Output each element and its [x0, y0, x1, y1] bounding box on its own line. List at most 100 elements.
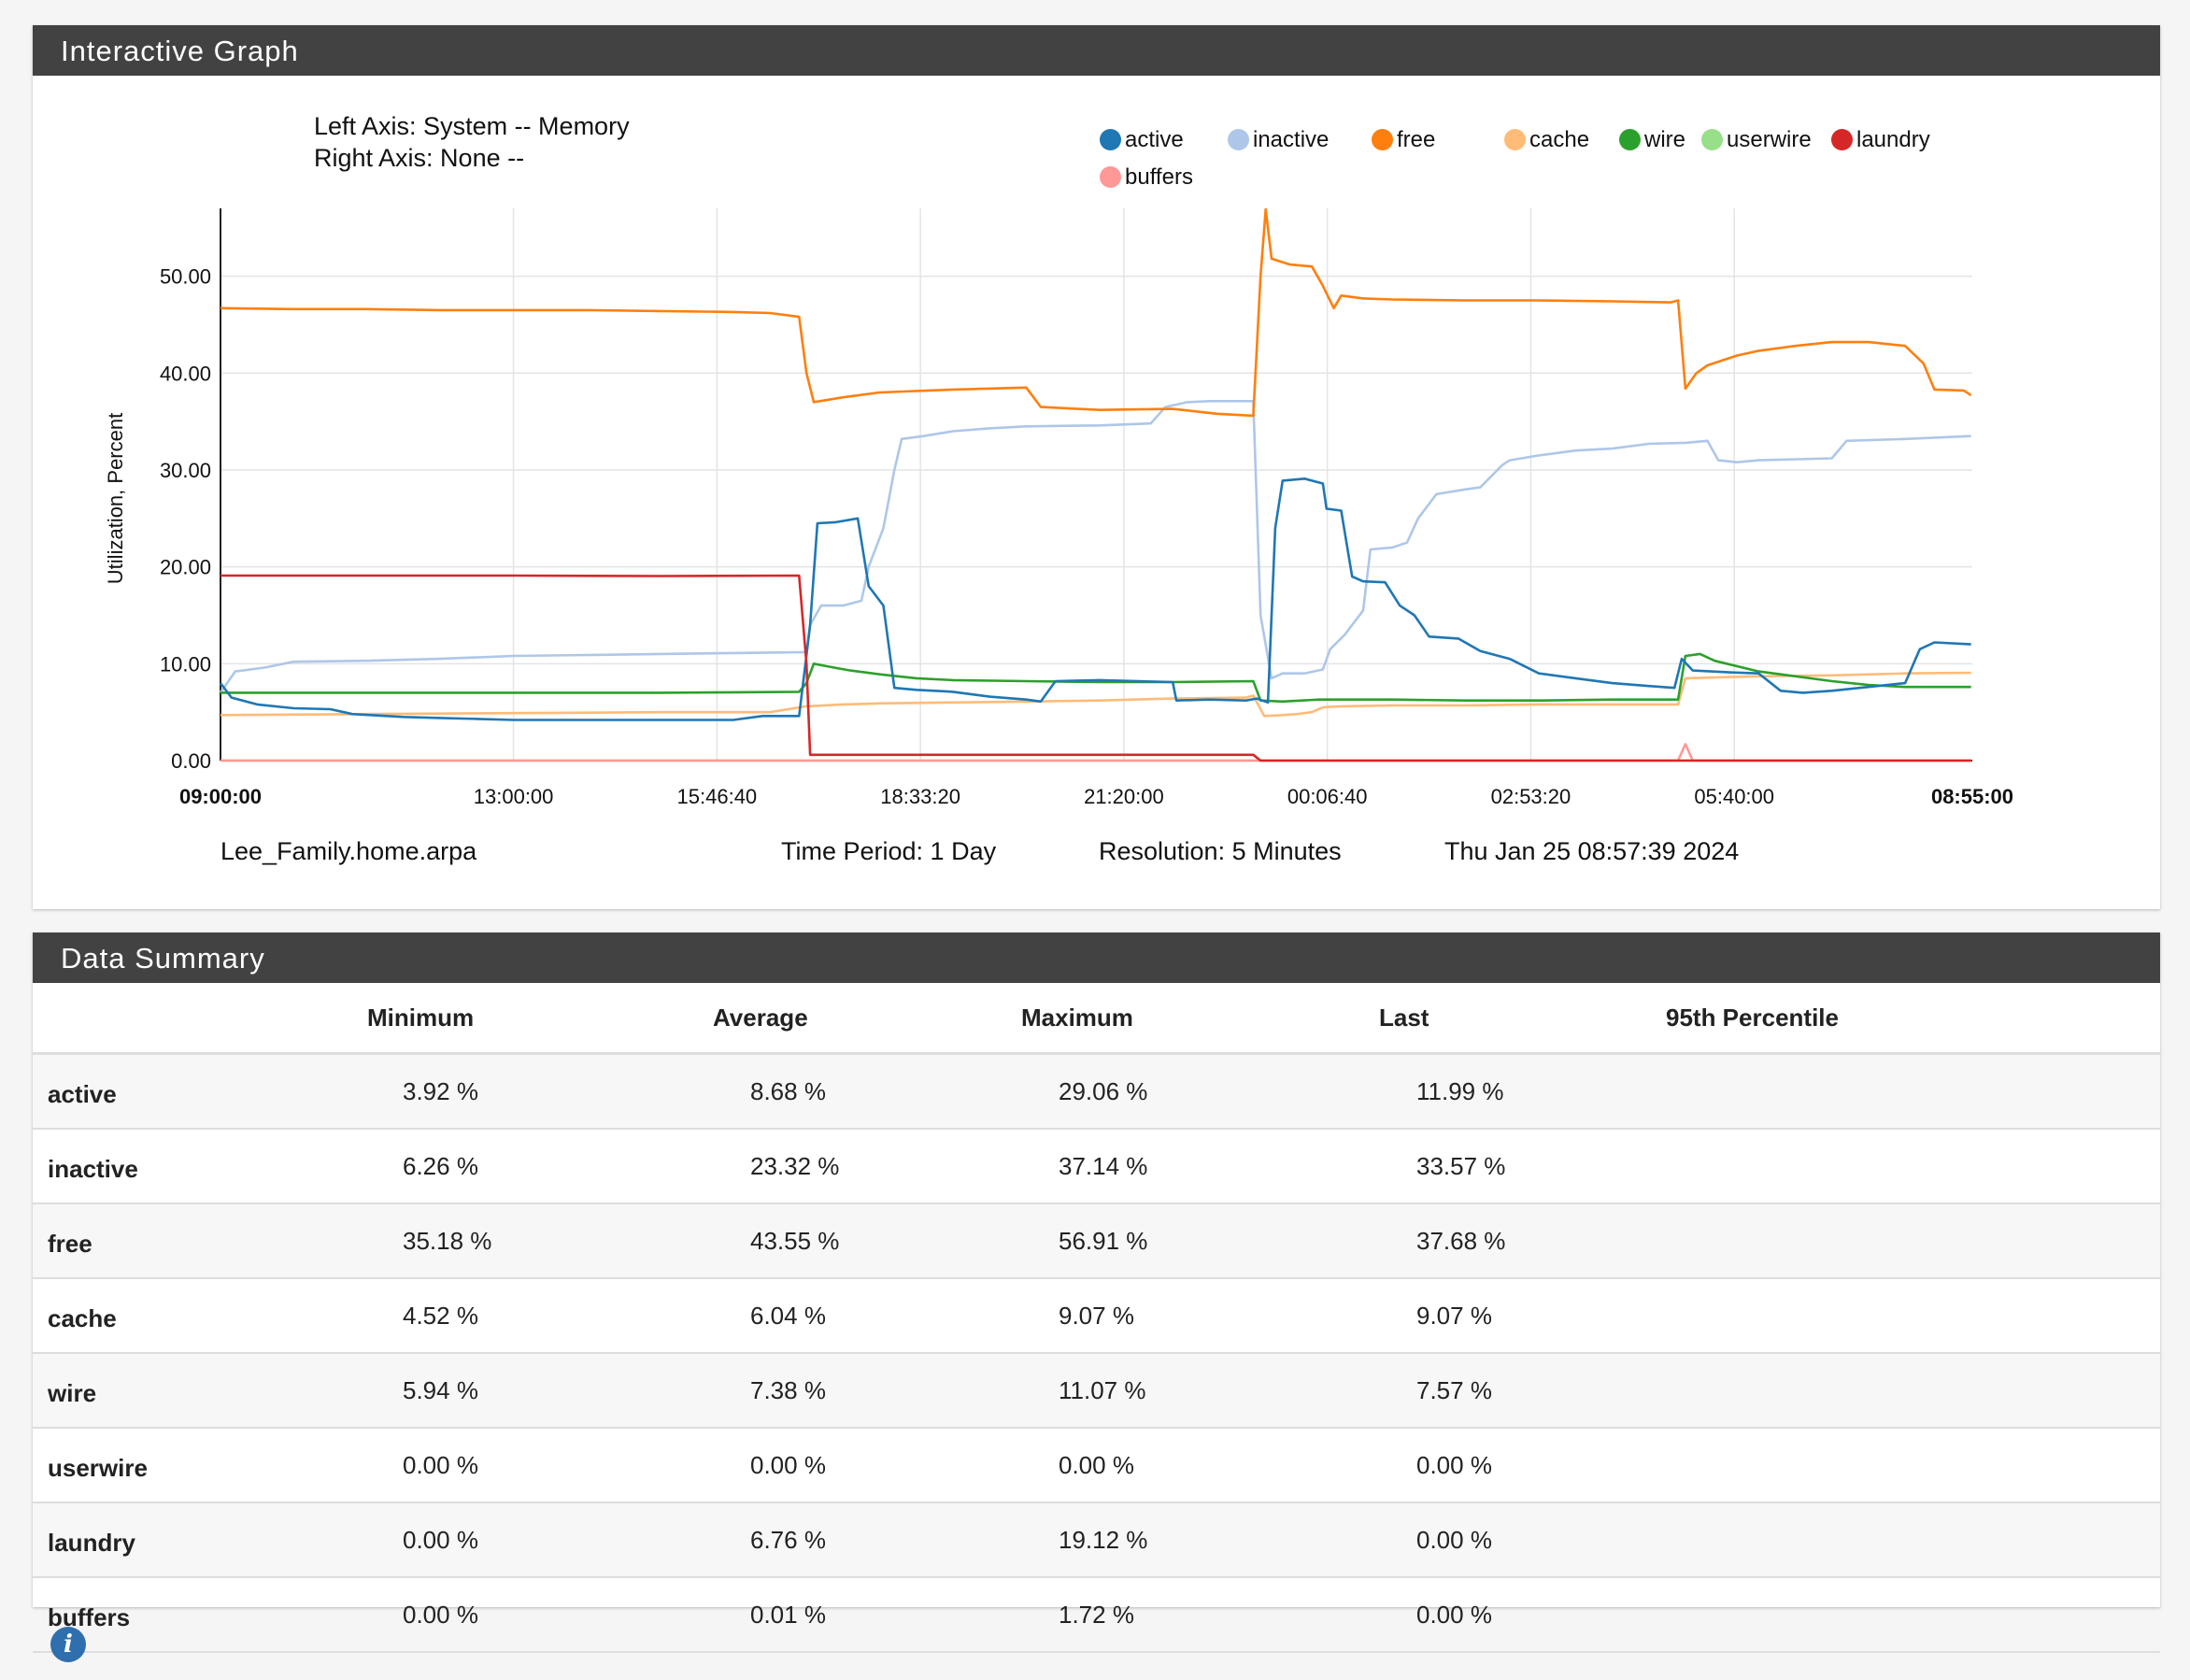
legend-item-free[interactable]: free	[1372, 127, 1435, 153]
series-line-cache	[220, 671, 1971, 718]
legend-swatch	[1228, 129, 1249, 150]
header-last: Last	[1379, 983, 1666, 1055]
resolution: Resolution: 5 Minutes	[1099, 837, 1342, 865]
cell-min: 0.00 %	[367, 1428, 713, 1503]
y-axis-title: Utilization, Percent	[104, 413, 127, 584]
left-axis-label: Left Axis: System -- Memory	[314, 112, 630, 140]
header-minimum: Minimum	[367, 983, 713, 1055]
axis-info: Left Axis: System -- Memory Right Axis: …	[314, 110, 630, 174]
legend-label: cache	[1529, 127, 1590, 152]
legend-label: userwire	[1727, 127, 1812, 152]
cell-p95	[1666, 1577, 2160, 1653]
cell-last: 9.07 %	[1379, 1278, 1666, 1354]
y-tick-label: 0.00	[171, 749, 211, 773]
cell-max: 9.07 %	[1021, 1278, 1379, 1354]
legend-item-laundry[interactable]: laundry	[1831, 127, 1930, 153]
cell-last: 11.99 %	[1379, 1053, 1666, 1130]
cell-avg: 23.32 %	[713, 1129, 1021, 1204]
legend-label: buffers	[1125, 164, 1193, 190]
cell-min: 3.92 %	[367, 1053, 713, 1130]
cell-last: 0.00 %	[1379, 1428, 1666, 1503]
cell-p95	[1666, 1428, 2160, 1503]
table-row: inactive 6.26 % 23.32 % 37.14 % 33.57 %	[33, 1129, 2160, 1204]
memory-line-chart: 0.00 10.00 20.00 30.00 40.00 50.00 09:00:00 13:…	[104, 207, 2013, 808]
legend-item-buffers[interactable]: buffers	[1100, 164, 1193, 191]
table-row: buffers 0.00 % 0.01 % 1.72 % 0.00 %	[33, 1577, 2160, 1653]
cell-avg: 6.76 %	[713, 1502, 1021, 1578]
cell-avg: 43.55 %	[713, 1203, 1021, 1279]
summary-table: Minimum Average Maximum Last 95th Percen…	[33, 983, 2160, 1653]
legend-item-active[interactable]: active	[1100, 127, 1184, 153]
cell-max: 37.14 %	[1021, 1129, 1379, 1204]
host-name: Lee_Family.home.arpa	[220, 837, 477, 865]
legend-swatch	[1100, 129, 1121, 150]
row-label: buffers	[33, 1577, 367, 1653]
row-label: inactive	[33, 1129, 367, 1204]
legend-swatch	[1372, 129, 1393, 150]
cell-last: 37.68 %	[1379, 1203, 1666, 1279]
cell-min: 6.26 %	[367, 1129, 713, 1204]
cell-max: 11.07 %	[1021, 1353, 1379, 1429]
series-line-free	[220, 207, 1972, 418]
cell-max: 0.00 %	[1021, 1428, 1379, 1503]
table-row: laundry 0.00 % 6.76 % 19.12 % 0.00 %	[33, 1502, 2160, 1578]
table-row: cache 4.52 % 6.04 % 9.07 % 9.07 %	[33, 1278, 2160, 1354]
x-tick-label: 21:20:00	[1084, 785, 1164, 808]
info-icon[interactable]: i	[50, 1627, 86, 1662]
row-label: wire	[33, 1353, 367, 1429]
y-tick-label: 40.00	[160, 362, 211, 385]
y-tick-label: 10.00	[160, 652, 211, 676]
table-header-row: Minimum Average Maximum Last 95th Percen…	[33, 983, 2160, 1055]
header-maximum: Maximum	[1021, 983, 1379, 1055]
header-95th-percentile: 95th Percentile	[1666, 983, 2160, 1055]
row-label: cache	[33, 1278, 367, 1354]
header-average: Average	[713, 983, 1021, 1055]
legend-label: free	[1397, 127, 1436, 152]
x-tick-label: 05:40:00	[1694, 785, 1774, 808]
y-tick-label: 50.00	[160, 265, 211, 289]
legend-item-wire[interactable]: wire	[1619, 127, 1685, 153]
cell-last: 7.57 %	[1379, 1353, 1666, 1429]
cell-avg: 0.01 %	[713, 1577, 1021, 1653]
y-tick-label: 30.00	[160, 459, 211, 482]
x-tick-label: 08:55:00	[1931, 785, 2013, 808]
x-tick-label: 18:33:20	[880, 785, 960, 808]
header-name	[33, 983, 367, 1055]
panel-title: Interactive Graph	[33, 25, 2160, 76]
cell-last: 33.57 %	[1379, 1129, 1666, 1204]
table-row: active 3.92 % 8.68 % 29.06 % 11.99 %	[33, 1053, 2160, 1130]
legend-swatch	[1619, 129, 1641, 150]
cell-avg: 7.38 %	[713, 1353, 1021, 1429]
row-label: active	[33, 1053, 367, 1130]
series-line-buffers	[220, 743, 1971, 762]
time-period: Time Period: 1 Day	[781, 837, 997, 865]
x-tick-label: 09:00:00	[179, 785, 262, 808]
interactive-graph-panel: Interactive Graph Left Axis: System -- M…	[33, 25, 2160, 909]
table-row: userwire 0.00 % 0.00 % 0.00 % 0.00 %	[33, 1428, 2160, 1503]
cell-max: 1.72 %	[1021, 1577, 1379, 1653]
series-line-inactive	[219, 400, 1971, 694]
legend-label: inactive	[1253, 127, 1330, 152]
cell-max: 19.12 %	[1021, 1502, 1379, 1578]
cell-avg: 0.00 %	[713, 1428, 1021, 1503]
cell-avg: 6.04 %	[713, 1278, 1021, 1354]
legend-item-inactive[interactable]: inactive	[1228, 127, 1329, 153]
table-row: free 35.18 % 43.55 % 56.91 % 37.68 %	[33, 1203, 2160, 1279]
x-tick-label: 13:00:00	[474, 785, 554, 808]
row-label: laundry	[33, 1502, 367, 1578]
cell-max: 56.91 %	[1021, 1203, 1379, 1279]
legend-item-cache[interactable]: cache	[1504, 127, 1589, 153]
cell-max: 29.06 %	[1021, 1053, 1379, 1130]
timestamp: Thu Jan 25 08:57:39 2024	[1444, 837, 1740, 865]
row-label: userwire	[33, 1428, 367, 1503]
data-summary-panel: Data Summary Minimum Average Maximum Las…	[33, 933, 2160, 1653]
cell-p95	[1666, 1278, 2160, 1354]
cell-min: 35.18 %	[367, 1203, 713, 1279]
legend-swatch	[1504, 129, 1526, 150]
cell-p95	[1666, 1129, 2160, 1204]
cell-min: 4.52 %	[367, 1278, 713, 1354]
cell-p95	[1666, 1053, 2160, 1130]
legend-item-userwire[interactable]: userwire	[1701, 127, 1812, 153]
right-axis-label: Right Axis: None --	[314, 144, 525, 172]
legend-label: laundry	[1856, 127, 1930, 152]
